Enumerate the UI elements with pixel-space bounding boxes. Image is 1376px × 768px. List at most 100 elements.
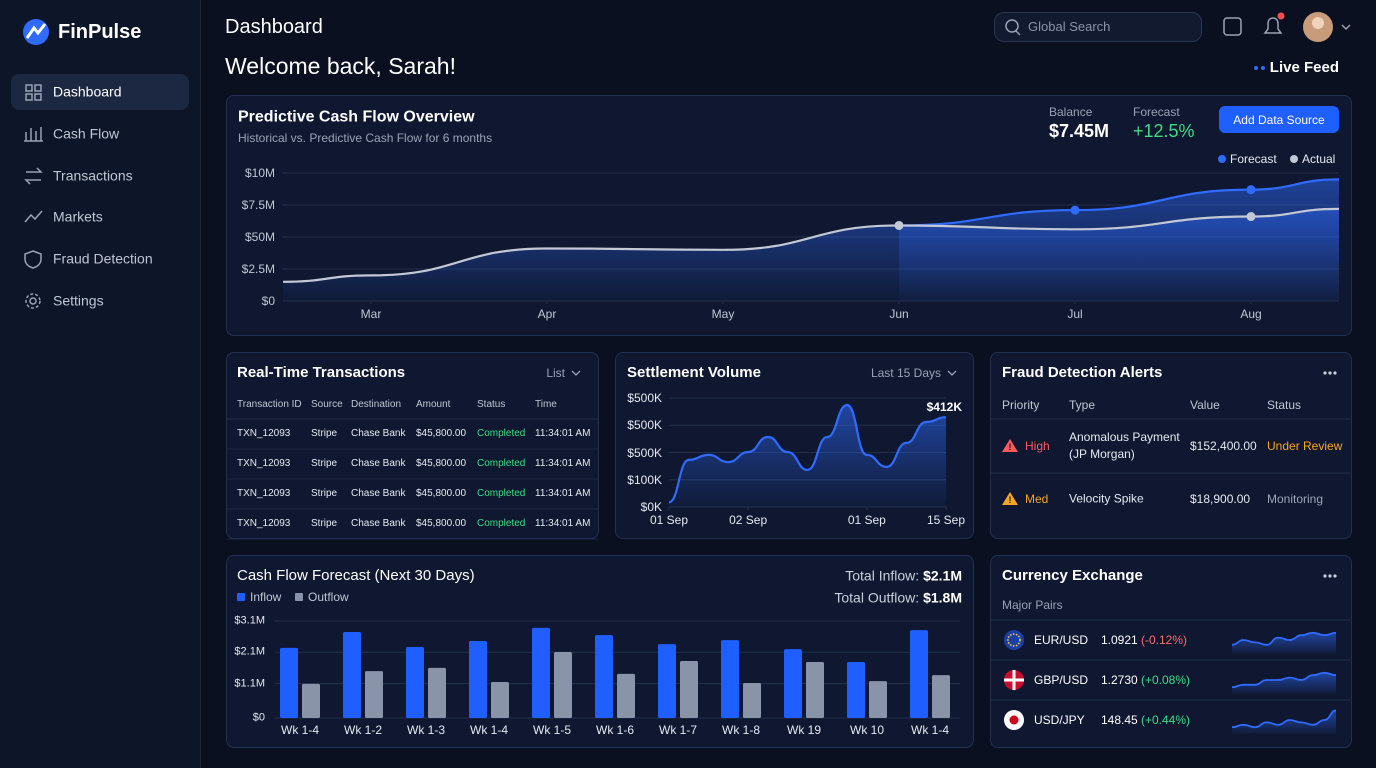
x-tick-label: Mar (360, 306, 382, 321)
avatar[interactable] (1303, 12, 1333, 42)
card-title: Cash Flow Forecast (Next 30 Days) (237, 567, 475, 584)
x-tick-label: May (711, 306, 735, 321)
table-cell: $45,800.00 (416, 458, 467, 469)
outflow-value: $1.8M (923, 589, 962, 606)
fraud-card (990, 352, 1352, 539)
card-subtitle: Historical vs. Predictive Cash Flow for … (238, 130, 493, 145)
chevron[interactable] (1341, 24, 1351, 31)
column-header: Source (311, 399, 343, 410)
x-tick-label: 15 Sep (926, 512, 966, 527)
button-label[interactable]: Add Data Source (1233, 112, 1325, 127)
y-tick-label: $0 (261, 293, 275, 308)
view-select[interactable]: List (546, 365, 565, 380)
table-cell: TXN_12093 (237, 488, 291, 499)
table-cell: 11:34:01 AM (535, 488, 591, 499)
y-tick-label: $1.1M (234, 676, 265, 689)
y-tick-label: $500K (627, 418, 662, 433)
legend-label: Outflow (308, 589, 349, 604)
card-title: Fraud Detection Alerts (1002, 364, 1163, 381)
nav-item[interactable]: Fraud Detection (53, 250, 153, 267)
table-cell: $45,800.00 (416, 428, 467, 439)
live-feed[interactable]: Live Feed (1269, 59, 1339, 76)
nav-item[interactable]: Cash Flow (53, 125, 120, 142)
inflow-label: Total Inflow: (845, 567, 920, 584)
kpi-value: +12.5% (1133, 121, 1195, 142)
column-header: Transaction ID (237, 399, 302, 410)
column-header: Amount (416, 399, 451, 410)
priority: High (1025, 438, 1050, 453)
x-tick-label: Jun (889, 306, 909, 321)
x-tick-label: 01 Sep (847, 512, 886, 527)
table-cell: $45,800.00 (416, 518, 467, 529)
annotation: $412K (926, 399, 962, 414)
y-tick-label: $7.5M (241, 197, 275, 212)
x-tick-label: Wk 1-5 (532, 722, 572, 737)
table-cell: Completed (477, 458, 526, 469)
x-tick-label: Wk 1-2 (343, 722, 383, 737)
nav-item[interactable]: Markets (53, 208, 103, 225)
x-tick-label: 01 Sep (649, 512, 689, 527)
card-title: Settlement Volume (627, 364, 761, 381)
nav-item[interactable]: Dashboard (53, 83, 122, 100)
welcome: Welcome back, Sarah! (225, 53, 456, 80)
inflow-value: $2.1M (923, 567, 962, 584)
legend-label: Inflow (250, 589, 282, 604)
alert-status: Under Review (1267, 438, 1343, 453)
table-cell: Completed (477, 488, 526, 499)
page-title: Dashboard (225, 16, 323, 38)
x-tick-label: Wk 1-4 (469, 722, 509, 737)
x-tick-label: Wk 1-4 (280, 722, 320, 737)
column-header: Status (477, 399, 506, 410)
alert-value: $152,400.00 (1190, 438, 1257, 453)
x-tick-label: Wk 19 (786, 722, 822, 737)
table-cell: Stripe (311, 428, 338, 439)
column-header: Time (535, 399, 557, 410)
x-tick-label: Wk 1-8 (721, 722, 761, 737)
nav-active-bg (11, 74, 189, 110)
currency-rate: 148.45 (1101, 712, 1138, 727)
table-cell: 11:34:01 AM (535, 428, 591, 439)
avatar-face (1312, 17, 1324, 29)
column-header: Priority (1002, 397, 1040, 412)
alert-type: Anomalous Payment (JP Morgan) (1069, 430, 1180, 461)
table-cell: Completed (477, 428, 526, 439)
table-cell: Stripe (311, 488, 338, 499)
x-tick-label: Aug (1240, 306, 1262, 321)
brand-name: FinPulse (58, 21, 142, 43)
currency-rate: 1.2730 (1101, 672, 1138, 687)
search-box[interactable] (994, 12, 1202, 42)
y-tick-label: $10M (244, 165, 275, 180)
currency-pair: EUR/USD (1034, 632, 1089, 647)
column-header: Type (1069, 397, 1096, 412)
y-tick-label: $2.5M (241, 261, 275, 276)
range-select[interactable]: Last 15 Days (870, 365, 941, 380)
currency-rate: 1.0921 (1101, 632, 1138, 647)
transactions-card (226, 352, 599, 539)
table-cell: Chase Bank (351, 488, 406, 499)
currency-change: (+0.44%) (1141, 712, 1191, 727)
alert-status: Monitoring (1267, 491, 1324, 506)
alert-value: $18,900.00 (1190, 491, 1251, 506)
table-cell: Completed (477, 518, 526, 529)
table-cell: 11:34:01 AM (535, 458, 591, 469)
nav-item[interactable]: Transactions (53, 167, 133, 184)
nav-item[interactable]: Settings (53, 292, 104, 309)
outflow-total: Total Outflow: $1.8M (834, 590, 962, 607)
share-icon[interactable] (1223, 17, 1242, 36)
currency-change: (+0.08%) (1141, 672, 1191, 687)
y-tick-label: $100K (627, 472, 662, 487)
currency-change: (-0.12%) (1141, 632, 1188, 647)
x-tick-label: 02 Sep (729, 512, 768, 527)
bell-icon[interactable] (1263, 17, 1283, 34)
table-cell: Chase Bank (351, 458, 406, 469)
kpi-value: $7.45M (1049, 121, 1110, 142)
table-cell: Chase Bank (351, 428, 406, 439)
x-tick-label: Jul (1067, 306, 1083, 321)
add-source-button[interactable] (1219, 106, 1339, 133)
notification-dot (1277, 12, 1285, 20)
table-cell: TXN_12093 (237, 458, 291, 469)
legend-label: Forecast (1230, 151, 1277, 166)
search-placeholder[interactable]: Global Search (1028, 19, 1111, 35)
card-title: Currency Exchange (1002, 567, 1143, 584)
